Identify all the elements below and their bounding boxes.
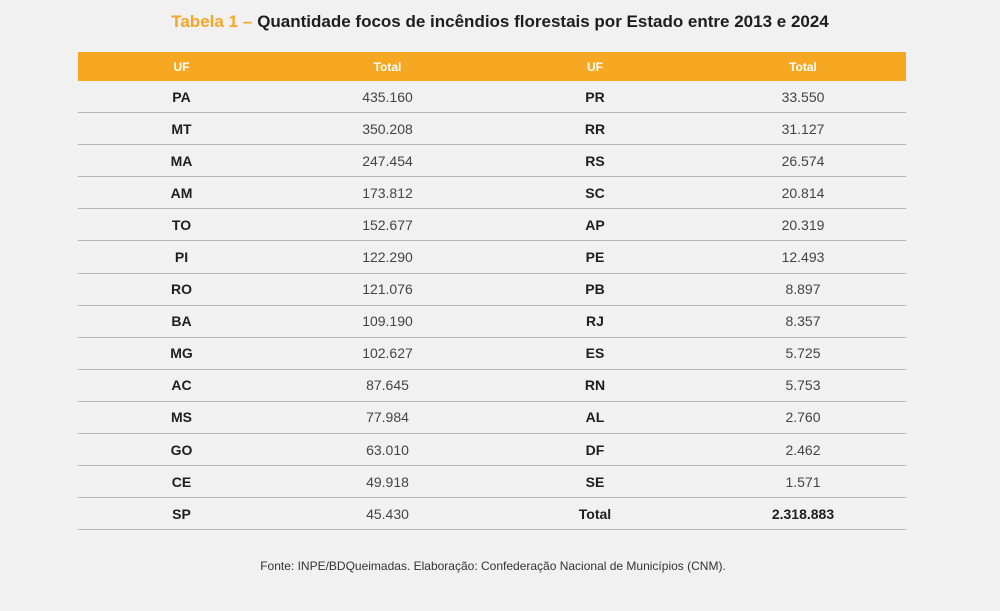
table-row: PA 435.160 PR 33.550 [78, 81, 906, 114]
table-row: AC 87.645 RN 5.753 [78, 369, 906, 402]
total-cell: 109.190 [285, 305, 490, 338]
state-cell: PE [490, 240, 700, 274]
header-cell: Total [700, 52, 906, 81]
total-cell: 8.897 [700, 273, 906, 306]
header-row: UF Total UF Total [78, 52, 906, 81]
title-text: Quantidade focos de incêndios florestais… [257, 12, 829, 31]
state-cell: CE [78, 465, 285, 499]
total-cell: 102.627 [285, 337, 490, 370]
table-row: MT 350.208 RR 31.127 [78, 112, 906, 146]
state-cell: MS [78, 401, 285, 435]
state-cell: PA [78, 81, 285, 114]
state-cell: TO [78, 208, 285, 242]
total-cell: 121.076 [285, 273, 490, 306]
total-cell: 77.984 [285, 401, 490, 435]
state-cell: DF [490, 433, 700, 467]
state-cell: GO [78, 433, 285, 467]
state-cell: PI [78, 240, 285, 274]
state-cell: MG [78, 337, 285, 370]
state-cell: SP [78, 497, 285, 531]
table-row: MA 247.454 RS 26.574 [78, 144, 906, 178]
total-cell: 350.208 [285, 112, 490, 146]
state-cell: AL [490, 401, 700, 435]
table-row: AM 173.812 SC 20.814 [78, 176, 906, 210]
state-cell: RJ [490, 305, 700, 338]
state-cell: AM [78, 176, 285, 210]
state-cell: AC [78, 369, 285, 402]
total-cell: 1.571 [700, 465, 906, 499]
state-cell: AP [490, 208, 700, 242]
total-cell: 87.645 [285, 369, 490, 402]
table-row: GO 63.010 DF 2.462 [78, 433, 906, 467]
table: UF Total UF Total PA 435.160 PR 33.550 MT 350.20… [78, 52, 906, 531]
table-row: SP 45.430 Total 2.318.883 [78, 497, 906, 531]
total-cell: 63.010 [285, 433, 490, 467]
table-row: RO 121.076 PB 8.897 [78, 273, 906, 306]
table-row: TO 152.677 AP 20.319 [78, 208, 906, 242]
total-cell: 2.462 [700, 433, 906, 467]
state-cell: PB [490, 273, 700, 306]
total-cell: 49.918 [285, 465, 490, 499]
total-cell: 12.493 [700, 240, 906, 274]
table-row: MS 77.984 AL 2.760 [78, 401, 906, 435]
total-cell: 20.319 [700, 208, 906, 242]
table-row: MG 102.627 ES 5.725 [78, 337, 906, 370]
table-row: PI 122.290 PE 12.493 [78, 240, 906, 274]
total-cell: 33.550 [700, 81, 906, 114]
total-cell: 2.760 [700, 401, 906, 435]
state-cell: RS [490, 144, 700, 178]
total-cell: 247.454 [285, 144, 490, 178]
state-cell: SE [490, 465, 700, 499]
header-cell: UF [78, 52, 285, 81]
state-cell: MT [78, 112, 285, 146]
state-cell: MA [78, 144, 285, 178]
total-cell: 173.812 [285, 176, 490, 210]
state-cell: RN [490, 369, 700, 402]
total-cell: 8.357 [700, 305, 906, 338]
total-cell: 435.160 [285, 81, 490, 114]
total-cell: 20.814 [700, 176, 906, 210]
table-body: PA 435.160 PR 33.550 MT 350.208 RR 31.127 MA 247.… [78, 81, 906, 531]
state-cell: SC [490, 176, 700, 210]
table-row: BA 109.190 RJ 8.357 [78, 305, 906, 338]
total-cell: 2.318.883 [700, 497, 906, 531]
state-cell: ES [490, 337, 700, 370]
total-cell: 152.677 [285, 208, 490, 242]
state-cell: BA [78, 305, 285, 338]
header-cell: Total [285, 52, 490, 81]
state-cell: PR [490, 81, 700, 114]
state-cell: Total [490, 497, 700, 531]
total-cell: 26.574 [700, 144, 906, 178]
state-cell: RR [490, 112, 700, 146]
total-cell: 45.430 [285, 497, 490, 531]
source: Fonte: INPE/BDQueimadas. Elaboração: Con… [260, 559, 726, 573]
title-label: Tabela 1 – [171, 12, 253, 31]
total-cell: 122.290 [285, 240, 490, 274]
header-cell: UF [490, 52, 700, 81]
state-cell: RO [78, 273, 285, 306]
total-cell: 5.725 [700, 337, 906, 370]
table-row: CE 49.918 SE 1.571 [78, 465, 906, 499]
total-cell: 5.753 [700, 369, 906, 402]
total-cell: 31.127 [700, 112, 906, 146]
title: Tabela 1 – Quantidade focos de incêndios … [0, 12, 1000, 32]
